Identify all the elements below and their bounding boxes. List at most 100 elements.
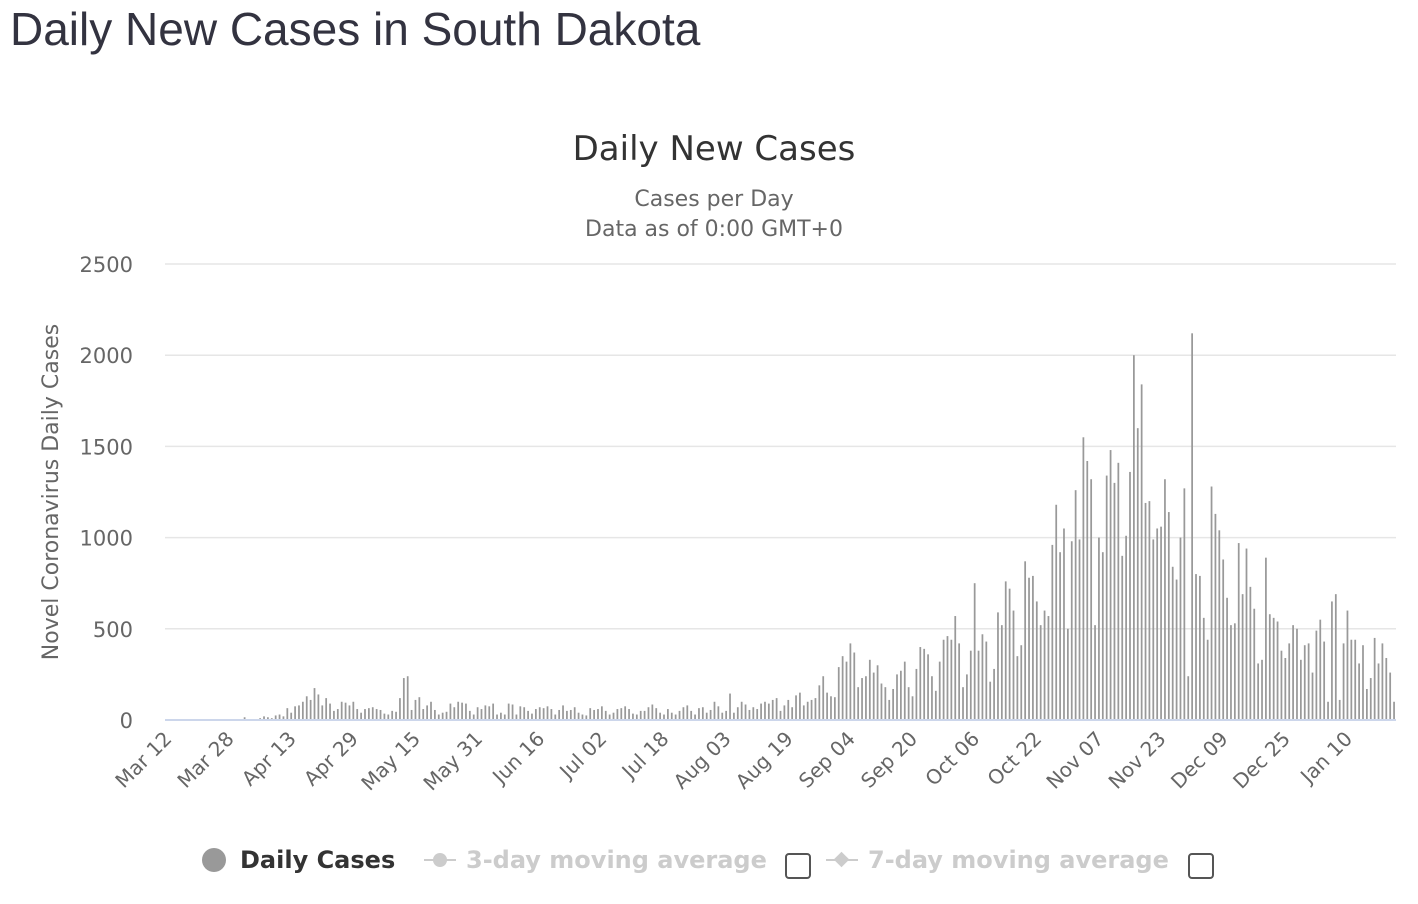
bar: [1016, 656, 1019, 720]
x-tick-label: Dec 09: [1166, 727, 1233, 794]
bar: [375, 709, 378, 720]
bar: [445, 711, 448, 720]
bar: [402, 678, 405, 720]
bar: [628, 709, 630, 720]
bar: [1249, 586, 1252, 720]
bar: [1342, 643, 1345, 720]
y-tick-label: 2000: [80, 344, 133, 368]
bar: [546, 706, 549, 720]
bar: [1206, 639, 1209, 720]
bar: [1004, 581, 1007, 720]
bar: [1191, 333, 1194, 720]
bar: [814, 698, 817, 720]
bar: [604, 710, 607, 720]
bar: [566, 710, 568, 720]
bar: [527, 710, 529, 720]
x-tick-label: May 31: [418, 727, 487, 796]
bar: [659, 712, 661, 720]
legend-item-3day-average[interactable]: 3-day moving average: [424, 843, 767, 877]
bar: [900, 670, 902, 720]
bar: [826, 692, 828, 720]
bar: [282, 716, 285, 720]
bar: [1237, 543, 1240, 720]
x-tick-label: Sep 20: [856, 727, 922, 793]
bar: [457, 701, 460, 720]
bar: [1090, 479, 1093, 720]
bar: [1303, 645, 1306, 720]
bar: [507, 703, 510, 720]
bar: [340, 701, 343, 720]
bar: [593, 709, 595, 720]
bar: [1230, 625, 1232, 720]
bar: [1331, 601, 1333, 720]
bar: [981, 634, 984, 720]
bar: [333, 710, 335, 720]
x-tick-label: Apr 29: [299, 727, 363, 791]
bar: [1101, 552, 1104, 720]
bar: [468, 710, 471, 720]
bar: [383, 713, 386, 720]
bar: [791, 707, 794, 720]
bar: [736, 707, 739, 720]
bar: [686, 705, 689, 720]
legend-item-daily-cases[interactable]: Daily Cases: [202, 843, 395, 877]
bar: [1288, 643, 1291, 720]
bar: [725, 710, 728, 720]
bar: [1175, 579, 1178, 720]
bar: [554, 714, 557, 720]
checkbox-7day-average[interactable]: [1188, 853, 1214, 879]
bar: [756, 709, 759, 720]
bar: [1366, 688, 1368, 720]
bar: [476, 707, 479, 720]
bar: [1171, 566, 1174, 720]
bar: [942, 639, 945, 720]
bar: [1105, 475, 1108, 720]
bar: [760, 703, 762, 720]
bar: [391, 710, 394, 720]
legend-line-diamond-icon: [826, 852, 858, 868]
bar: [531, 713, 533, 720]
bar: [387, 714, 390, 720]
bar: [480, 709, 483, 720]
legend-label-7day-average: 7-day moving average: [868, 846, 1169, 874]
bar: [919, 647, 922, 720]
bar: [538, 707, 541, 720]
bar: [977, 650, 980, 720]
bar: [1024, 561, 1027, 720]
bar: [911, 696, 914, 720]
bar: [1311, 672, 1314, 720]
bar: [1381, 643, 1384, 720]
bar: [589, 708, 592, 720]
bar: [348, 705, 351, 720]
bar: [923, 648, 926, 720]
legend-item-7day-average[interactable]: 7-day moving average: [826, 843, 1169, 877]
bar: [694, 714, 696, 720]
bar: [1051, 544, 1054, 720]
bar: [511, 704, 514, 720]
bar: [1265, 557, 1267, 720]
x-tick-label: Nov 23: [1104, 727, 1171, 794]
bar: [931, 676, 933, 720]
bar: [830, 696, 832, 720]
x-tick-label: Jun 16: [486, 727, 549, 790]
bar: [799, 692, 801, 720]
checkbox-3day-average[interactable]: [785, 853, 811, 879]
y-tick-label: 2500: [80, 253, 133, 277]
bar: [635, 714, 638, 720]
bar: [344, 702, 347, 720]
bar: [1214, 513, 1217, 720]
bar: [449, 703, 452, 720]
bar: [802, 705, 805, 720]
bar: [655, 708, 658, 720]
bar: [573, 707, 576, 720]
bar: [639, 710, 642, 720]
bar: [1043, 610, 1046, 720]
bar: [379, 709, 382, 720]
bar: [1315, 630, 1318, 720]
bar: [1362, 645, 1364, 720]
bar: [600, 706, 603, 720]
bar: [647, 707, 650, 720]
legend-label-daily-cases: Daily Cases: [240, 846, 396, 874]
bar: [907, 687, 910, 720]
bar: [733, 712, 735, 720]
